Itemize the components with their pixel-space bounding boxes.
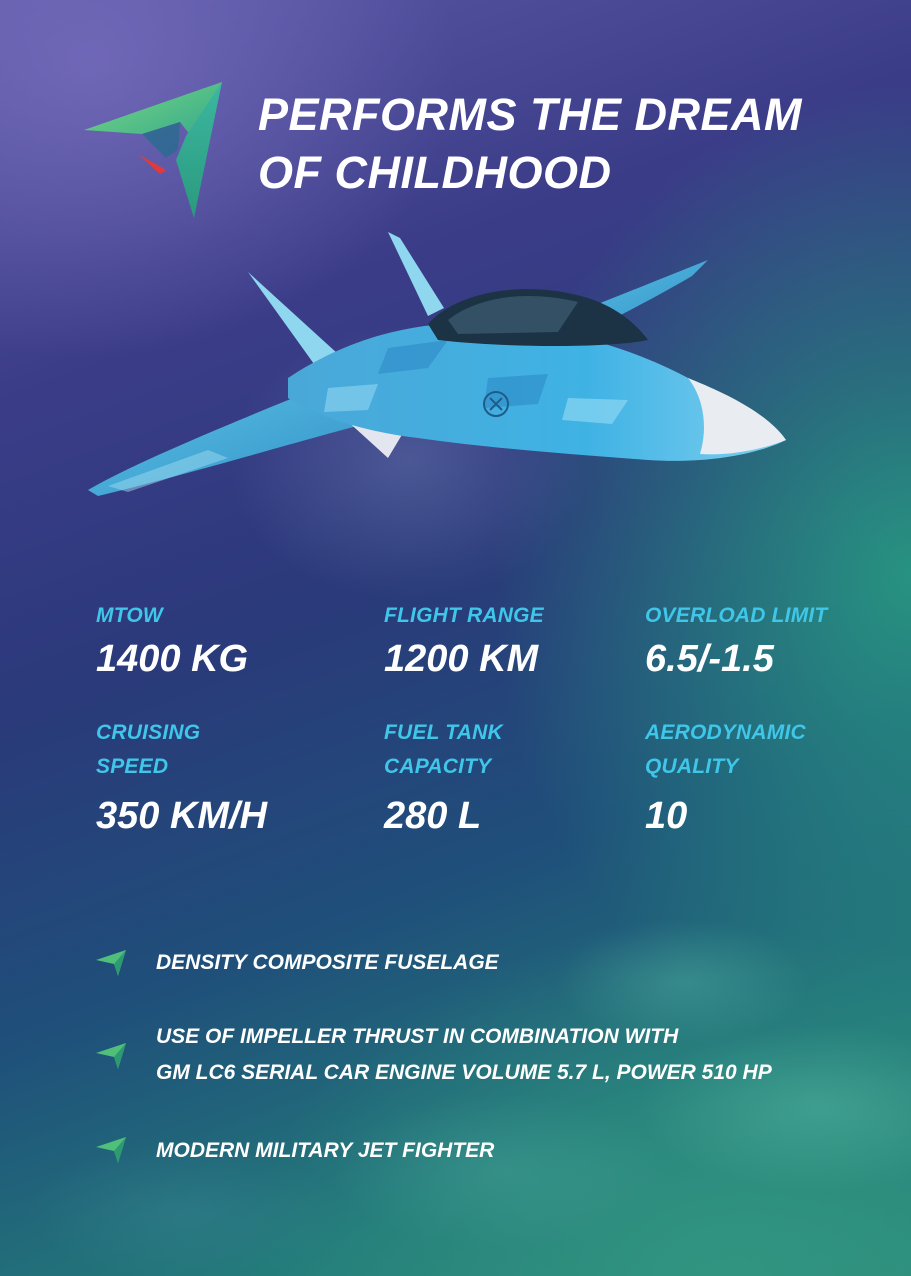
spec-value: 6.5/-1.5: [645, 638, 774, 680]
green-arrow-bullet-icon: [96, 950, 126, 976]
feature-line: GM LC6 SERIAL CAR ENGINE VOLUME 5.7 L, P…: [156, 1061, 772, 1084]
spec-overload-limit: OVERLOAD LIMIT 6.5/-1.5: [645, 599, 827, 681]
arrowhead-logo-icon: [84, 82, 222, 218]
spec-cruising-speed: CRUISING SPEED 350 KM/H: [96, 716, 267, 838]
spec-label-line: QUALITY: [645, 755, 739, 778]
spec-label-line: CRUISING: [96, 721, 201, 744]
spec-label-line: SPEED: [96, 755, 169, 778]
spec-value: 1400 KG: [96, 638, 249, 680]
spec-label: FLIGHT RANGE: [384, 599, 544, 633]
feature-line: DENSITY COMPOSITE FUSELAGE: [156, 951, 499, 974]
green-arrow-bullet-icon: [96, 1137, 126, 1163]
title-line-1: PERFORMS THE DREAM: [258, 89, 803, 140]
spec-aerodynamic-quality: AERODYNAMIC QUALITY 10: [645, 716, 806, 838]
spec-label-line: CAPACITY: [384, 755, 492, 778]
jet-aircraft-image: [88, 232, 786, 496]
feature-line: MODERN MILITARY JET FIGHTER: [156, 1139, 495, 1162]
feature-text: USE OF IMPELLER THRUST IN COMBINATION WI…: [156, 1019, 772, 1091]
spec-fuel-tank-capacity: FUEL TANK CAPACITY 280 L: [384, 716, 503, 838]
spec-label-line: OVERLOAD LIMIT: [645, 604, 828, 627]
spec-label: AERODYNAMIC QUALITY: [645, 716, 806, 784]
spec-label: FUEL TANK CAPACITY: [384, 716, 503, 784]
clouds-background: [0, 856, 911, 1276]
spec-label-line: MTOW: [96, 604, 163, 627]
title-line-2: OF CHILDHOOD: [258, 147, 612, 198]
green-arrow-bullet-icon: [96, 1043, 126, 1069]
feature-text: DENSITY COMPOSITE FUSELAGE: [156, 945, 499, 981]
spec-flight-range: FLIGHT RANGE 1200 KM: [384, 599, 544, 681]
spec-label: CRUISING SPEED: [96, 716, 267, 784]
feature-line: USE OF IMPELLER THRUST IN COMBINATION WI…: [156, 1025, 679, 1048]
spec-value: 350 KM/H: [96, 795, 268, 837]
spec-label: MTOW: [96, 599, 248, 633]
spec-mtow: MTOW 1400 KG: [96, 599, 248, 681]
spec-value: 280 L: [384, 795, 482, 837]
spec-value: 1200 KM: [384, 638, 539, 680]
page-title: PERFORMS THE DREAM OF CHILDHOOD: [258, 86, 878, 202]
feature-text: MODERN MILITARY JET FIGHTER: [156, 1133, 494, 1169]
spec-label: OVERLOAD LIMIT: [645, 599, 827, 633]
spec-label-line: AERODYNAMIC: [645, 721, 806, 744]
spec-label-line: FLIGHT RANGE: [384, 604, 544, 627]
spec-label-line: FUEL TANK: [384, 721, 503, 744]
spec-value: 10: [645, 795, 688, 837]
